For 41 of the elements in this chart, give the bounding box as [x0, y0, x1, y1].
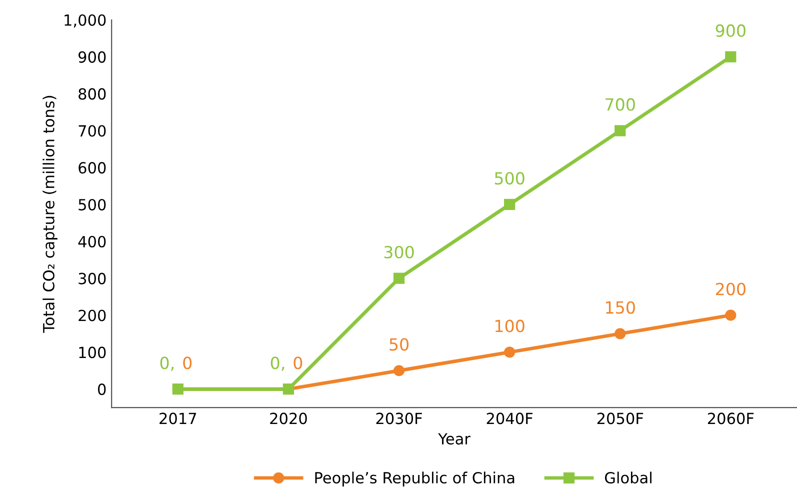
x-tick-label: 2050F — [597, 412, 644, 424]
y-tick-label: 1,000 — [64, 14, 106, 28]
legend-label: People’s Republic of China — [315, 472, 514, 486]
y-tick-label: 600 — [78, 162, 106, 174]
y-tick-label: 900 — [78, 51, 106, 63]
data-label: 300 — [384, 246, 414, 258]
data-label: 0 — [183, 356, 192, 370]
point — [393, 365, 405, 376]
data-label: 50 — [390, 338, 409, 351]
data-label: 0 — [294, 356, 302, 370]
data-label: 100 — [495, 320, 524, 332]
point — [504, 198, 516, 210]
y-tick-label: 0 — [98, 384, 106, 396]
point — [393, 272, 405, 284]
x-tick-label: 2020 — [270, 412, 307, 424]
y-axis-title: Total CO₂ capture (million tons) — [42, 96, 58, 333]
point — [614, 125, 626, 136]
y-tick-label: 200 — [78, 310, 106, 322]
point — [725, 310, 736, 321]
x-tick-label: 2017 — [160, 412, 196, 424]
point — [504, 346, 516, 358]
data-label: 0, — [270, 356, 284, 371]
point — [614, 328, 626, 340]
y-tick-label: 400 — [78, 236, 106, 248]
point — [725, 51, 736, 62]
y-tick-label: 700 — [78, 125, 106, 137]
data-label: 0, — [160, 356, 174, 371]
x-tick-label: 2060F — [708, 412, 754, 424]
data-label: 500 — [494, 172, 524, 185]
y-tick-label: 300 — [78, 272, 106, 284]
data-label: 200 — [716, 282, 746, 296]
y-tick-label: 100 — [79, 346, 106, 358]
x-tick-label: 2040F — [486, 412, 533, 424]
legend-label: Global — [605, 472, 652, 484]
data-label: 150 — [606, 301, 635, 314]
y-tick-label: 500 — [78, 198, 106, 210]
x-tick-label: 2030F — [376, 412, 422, 424]
y-tick-label: 800 — [78, 88, 106, 100]
data-label: 900 — [716, 24, 746, 37]
x-axis-title: Year — [438, 433, 470, 445]
data-label: 700 — [606, 98, 635, 111]
